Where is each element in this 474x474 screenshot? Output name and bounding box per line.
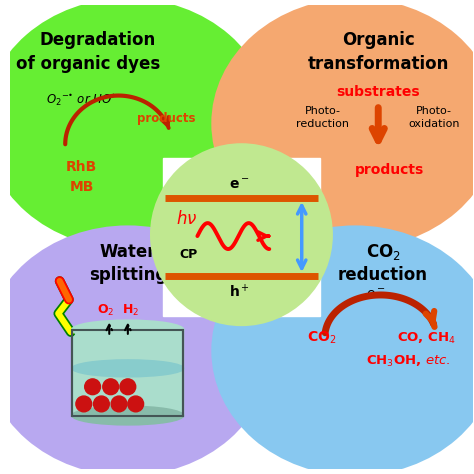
Text: splitting: splitting (89, 266, 167, 284)
Text: transformation: transformation (308, 55, 449, 73)
Text: O$_2$  H$_2$: O$_2$ H$_2$ (97, 303, 140, 318)
Bar (163, 158, 320, 316)
Text: CO, CH$_4$: CO, CH$_4$ (398, 330, 456, 346)
Text: Photo-
reduction: Photo- reduction (296, 106, 349, 128)
Text: O$_2$$^{-•}$ or HO$^•$: O$_2$$^{-•}$ or HO$^•$ (46, 92, 117, 108)
Text: substrates: substrates (337, 85, 420, 100)
Bar (72, 330, 183, 416)
Circle shape (111, 396, 127, 412)
Text: CP: CP (179, 248, 197, 261)
Circle shape (120, 379, 136, 395)
Text: e$^-$: e$^-$ (366, 288, 386, 302)
Ellipse shape (211, 0, 474, 248)
Text: h$^+$: h$^+$ (228, 283, 250, 301)
Bar (72, 330, 183, 416)
Text: Water: Water (100, 243, 156, 261)
Text: CH$_3$OH, $\it{etc.}$: CH$_3$OH, $\it{etc.}$ (366, 354, 451, 369)
Circle shape (93, 396, 109, 412)
Circle shape (128, 396, 144, 412)
Ellipse shape (72, 406, 183, 425)
Text: e$^-$: e$^-$ (229, 178, 249, 192)
Circle shape (151, 144, 332, 325)
Ellipse shape (72, 360, 183, 377)
Ellipse shape (0, 226, 272, 474)
Circle shape (85, 379, 100, 395)
Text: RhB: RhB (66, 160, 97, 173)
Text: CO$_2$: CO$_2$ (365, 242, 400, 262)
Text: Organic: Organic (342, 31, 415, 49)
Text: of organic dyes: of organic dyes (16, 55, 161, 73)
Text: Photo-
oxidation: Photo- oxidation (408, 106, 460, 128)
Circle shape (76, 396, 91, 412)
Ellipse shape (211, 226, 474, 474)
Ellipse shape (72, 320, 183, 339)
Text: MB: MB (69, 180, 94, 194)
Text: CO$_2$: CO$_2$ (307, 330, 336, 346)
Circle shape (103, 379, 118, 395)
Text: reduction: reduction (338, 266, 428, 284)
Text: Degradation: Degradation (39, 31, 156, 49)
Text: products: products (137, 112, 196, 125)
Text: $h\nu$: $h\nu$ (176, 210, 198, 228)
Text: products: products (355, 163, 424, 177)
Ellipse shape (0, 0, 272, 248)
